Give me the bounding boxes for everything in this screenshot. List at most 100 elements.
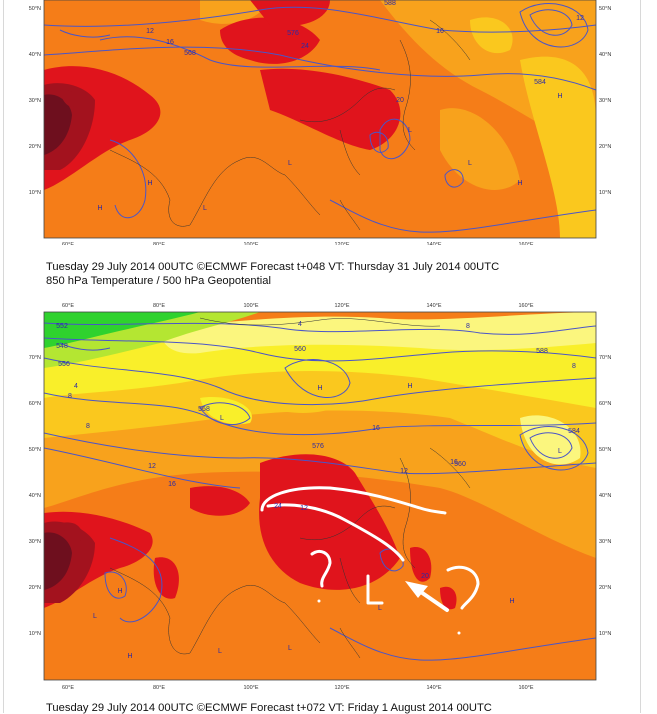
top-contour-label: 24	[301, 43, 309, 50]
top-pressure-mark: L	[288, 160, 292, 167]
bottom-pressure-mark: L	[218, 648, 222, 655]
bottom-contour-label: 8	[572, 363, 576, 370]
bottom-contour-label: 16	[372, 425, 380, 432]
bottom-lat-label-left: 70°N	[29, 355, 41, 361]
bottom-lon-label-top: 140°E	[426, 303, 441, 309]
bottom-lon-label-bottom: 160°E	[518, 685, 533, 691]
bottom-pressure-mark: L	[378, 605, 382, 612]
top-lat-label-left: 10°N	[29, 190, 41, 196]
top-lon-label: 80°E	[153, 242, 165, 245]
top-lat-label-left: 20°N	[29, 144, 41, 150]
bottom-lon-label-top: 80°E	[153, 303, 165, 309]
bottom-lat-label-right: 30°N	[599, 539, 611, 545]
top-lon-label: 160°E	[518, 242, 533, 245]
bottom-contour-label: 8	[68, 393, 72, 400]
bottom-lon-label-top: 60°E	[62, 303, 74, 309]
bottom-pressure-mark: H	[317, 385, 322, 392]
bottom-lat-label-left: 50°N	[29, 447, 41, 453]
top-lat-label-left: 30°N	[29, 98, 41, 104]
bottom-pressure-mark: H	[117, 588, 122, 595]
bottom-lat-label-right: 60°N	[599, 401, 611, 407]
top-lon-label: 60°E	[62, 242, 74, 245]
top-lat-label-right: 20°N	[599, 144, 611, 150]
bottom-contour-label: 560	[454, 461, 466, 468]
top-latitude-labels-right: 50°N 40°N 30°N 20°N 10°N	[599, 6, 611, 196]
bottom-contour-label: 560	[294, 346, 306, 353]
bottom-latitude-labels-right: 70°N 60°N 50°N 40°N 30°N 20°N 10°N	[599, 355, 611, 637]
bottom-contour-label: 12	[300, 505, 308, 512]
top-lat-label-right: 50°N	[599, 6, 611, 12]
top-pressure-mark: H	[97, 205, 102, 212]
top-contour-label: 568	[184, 50, 196, 57]
top-caption-line2: 850 hPa Temperature / 500 hPa Geopotenti…	[46, 275, 271, 287]
bottom-lon-label-bottom: 80°E	[153, 685, 165, 691]
top-contour-label: 576	[287, 30, 299, 37]
bottom-lat-label-right: 70°N	[599, 355, 611, 361]
top-pressure-mark: L	[408, 127, 412, 134]
bottom-contour-label: 16	[168, 481, 176, 488]
bottom-lat-label-left: 20°N	[29, 585, 41, 591]
bottom-contour-label: 552	[56, 323, 68, 330]
bottom-pressure-mark: L	[93, 613, 97, 620]
bottom-contour-label: 556	[58, 361, 70, 368]
top-pressure-mark: H	[517, 180, 522, 187]
bottom-pressure-mark: H	[127, 653, 132, 660]
bottom-pressure-marks: L H L H L L H H L L H	[93, 383, 562, 660]
bottom-lon-label-top: 160°E	[518, 303, 533, 309]
bottom-lat-label-right: 50°N	[599, 447, 611, 453]
top-longitude-labels: 60°E 80°E 100°E 120°E 140°E 160°E	[62, 242, 534, 245]
annotation-strokes	[260, 486, 480, 610]
bottom-lon-label-bottom: 60°E	[62, 685, 74, 691]
bottom-contour-label: 8	[86, 423, 90, 430]
bottom-pressure-mark: L	[288, 645, 292, 652]
bottom-contour-label: 548	[56, 343, 68, 350]
bottom-longitude-labels-bottom: 60°E 80°E 100°E 120°E 140°E 160°E	[62, 685, 534, 691]
top-latitude-labels-left: 50°N 40°N 30°N 20°N 10°N	[29, 6, 41, 196]
top-caption-line1: Tuesday 29 July 2014 00UTC ©ECMWF Foreca…	[46, 261, 500, 273]
top-lat-label-right: 40°N	[599, 52, 611, 58]
page-left-border	[3, 0, 4, 713]
top-forecast-map: 60°E 80°E 100°E 120°E 140°E 160°E 50°N 40°N 30°…	[29, 0, 611, 245]
bottom-contour-label: 24	[274, 503, 282, 510]
bottom-lat-label-right: 40°N	[599, 493, 611, 499]
bottom-contour-label: 4	[74, 383, 78, 390]
bottom-contour-label: 568	[198, 406, 210, 413]
bottom-lat-label-right: 20°N	[599, 585, 611, 591]
bottom-contour-label: 12	[400, 468, 408, 475]
page-right-border	[640, 0, 641, 713]
bottom-contour-label: 12	[148, 463, 156, 470]
top-lon-label: 140°E	[426, 242, 441, 245]
top-lat-label-right: 30°N	[599, 98, 611, 104]
bottom-contour-label: 584	[568, 428, 580, 435]
top-lon-label: 100°E	[243, 242, 258, 245]
top-contour-label: 16	[436, 28, 444, 35]
top-pressure-marks: H L H L L H L H	[97, 93, 562, 212]
bottom-contour-label: 8	[466, 323, 470, 330]
top-pressure-mark: L	[203, 205, 207, 212]
bottom-longitude-labels-top: 60°E 80°E 100°E 120°E 140°E 160°E	[62, 303, 534, 309]
top-contour-label: 20	[396, 97, 404, 104]
bottom-pressure-mark: H	[509, 598, 514, 605]
bottom-pressure-mark: L	[220, 415, 224, 422]
top-pressure-mark: H	[557, 93, 562, 100]
top-lat-label-left: 50°N	[29, 6, 41, 12]
bottom-lat-label-right: 10°N	[599, 631, 611, 637]
bottom-contour-label: 588	[536, 348, 548, 355]
top-pressure-mark: L	[468, 160, 472, 167]
bottom-pressure-mark: L	[558, 448, 562, 455]
top-contour-label: 12	[146, 28, 154, 35]
bottom-caption-line1: Tuesday 29 July 2014 00UTC ©ECMWF Foreca…	[46, 702, 492, 714]
bottom-contour-label: 576	[312, 443, 324, 450]
top-lat-label-right: 10°N	[599, 190, 611, 196]
bottom-lon-label-bottom: 100°E	[243, 685, 258, 691]
bottom-latitude-labels-left: 70°N 60°N 50°N 40°N 30°N 20°N 10°N	[29, 355, 41, 637]
bottom-forecast-map: 60°E 80°E 100°E 120°E 140°E 160°E 60°E 80°E 100…	[29, 303, 612, 691]
bottom-contour-label: 4	[298, 321, 302, 328]
top-contour-label: 584	[534, 79, 546, 86]
top-contour-label: 16	[166, 39, 174, 46]
bottom-lat-label-left: 10°N	[29, 631, 41, 637]
top-contour-label: 588	[384, 0, 396, 7]
top-contour-labels: 12 16 20 24 568 576 584 588 16 12	[146, 0, 584, 104]
bottom-lat-label-left: 30°N	[29, 539, 41, 545]
